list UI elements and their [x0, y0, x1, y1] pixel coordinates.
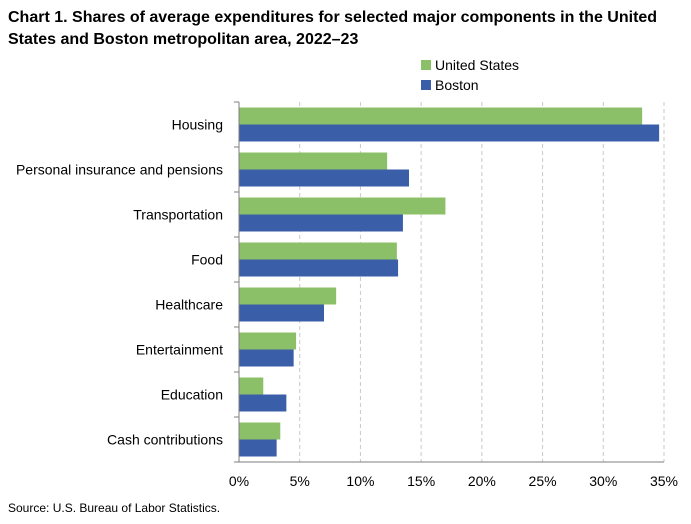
- category-label: Personal insurance and pensions: [16, 162, 223, 178]
- bar-united-states: [239, 422, 281, 440]
- bar-united-states: [239, 332, 297, 350]
- bar-boston: [239, 214, 403, 232]
- category-label: Housing: [172, 117, 223, 133]
- category-label: Healthcare: [155, 297, 223, 313]
- bar-united-states: [239, 197, 446, 215]
- x-tick-label: 15%: [407, 473, 435, 489]
- bar-boston: [239, 259, 399, 277]
- bar-boston: [239, 124, 660, 142]
- category-label: Education: [161, 387, 223, 403]
- x-tick-label: 0%: [229, 473, 249, 489]
- x-tick-label: 10%: [346, 473, 374, 489]
- legend-swatch: [421, 80, 431, 90]
- legend-swatch: [421, 60, 431, 70]
- bar-united-states: [239, 287, 337, 305]
- x-tick-label: 5%: [290, 473, 310, 489]
- legend-label: United States: [435, 57, 519, 73]
- bar-boston: [239, 169, 409, 187]
- x-tick-label: 20%: [468, 473, 496, 489]
- bar-united-states: [239, 152, 388, 170]
- bar-united-states: [239, 377, 264, 395]
- category-label: Entertainment: [136, 342, 223, 358]
- legend-label: Boston: [435, 77, 479, 93]
- bar-boston: [239, 439, 277, 457]
- bars: [239, 107, 660, 457]
- bar-boston: [239, 394, 287, 412]
- x-tick-label: 30%: [589, 473, 617, 489]
- source-note: Source: U.S. Bureau of Labor Statistics.: [8, 501, 221, 515]
- x-tick-label: 25%: [529, 473, 557, 489]
- category-label: Transportation: [133, 207, 223, 223]
- legend: United States Boston: [421, 57, 519, 93]
- category-labels: Housing Personal insurance and pensions Tr…: [16, 117, 223, 448]
- x-tick-label: 35%: [650, 473, 678, 489]
- category-label: Cash contributions: [107, 432, 223, 448]
- category-label: Food: [191, 252, 223, 268]
- chart-title: Chart 1. Shares of average expenditures …: [8, 9, 658, 48]
- axes: [234, 101, 664, 463]
- bar-boston: [239, 304, 324, 322]
- bar-united-states: [239, 242, 397, 260]
- bar-boston: [239, 349, 294, 367]
- tick-labels: 0% 5% 10% 15% 20% 25% 30% 35%: [229, 473, 678, 489]
- bar-united-states: [239, 107, 643, 125]
